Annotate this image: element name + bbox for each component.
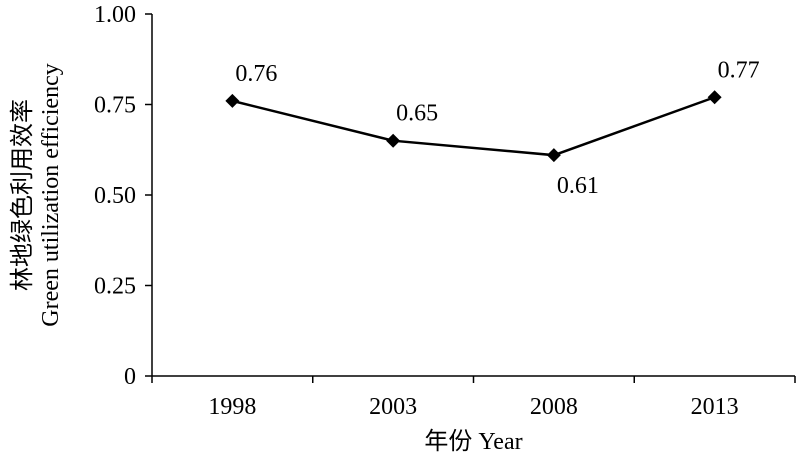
series: 0.76 0.65 0.61 0.77 <box>225 57 760 199</box>
data-label: 0.61 <box>557 173 599 199</box>
y-tick-label: 0.25 <box>94 274 136 300</box>
data-point-marker <box>707 90 722 105</box>
data-label: 0.65 <box>396 101 438 127</box>
y-axis-title-en: Green utilization efficiency <box>38 63 64 326</box>
series-line <box>232 96 716 157</box>
y-tick-label: 0.50 <box>94 183 136 209</box>
x-ticks: 1998 2003 2008 2013 <box>151 376 796 420</box>
x-tick-label: 2013 <box>691 394 739 420</box>
data-label: 0.76 <box>235 61 277 87</box>
y-tick-label: 0.75 <box>94 93 136 119</box>
x-tick-label: 2008 <box>530 394 578 420</box>
y-tick-label: 1.00 <box>94 2 136 28</box>
data-point-marker <box>386 133 401 148</box>
x-tick-label: 1998 <box>208 394 256 420</box>
y-axis-title: 林地绿色利用效率 Green utilization efficiency <box>9 63 64 326</box>
data-label: 0.77 <box>718 57 760 83</box>
y-ticks: 0 0.25 0.50 0.75 1.00 <box>94 2 152 390</box>
y-tick-label: 0 <box>124 364 136 390</box>
x-tick-label: 2003 <box>369 394 417 420</box>
data-point-marker <box>546 148 561 163</box>
y-axis-title-cn: 林地绿色利用效率 <box>9 99 36 291</box>
x-axis-title: 年份 Year <box>424 428 522 455</box>
data-point-marker <box>225 93 240 108</box>
